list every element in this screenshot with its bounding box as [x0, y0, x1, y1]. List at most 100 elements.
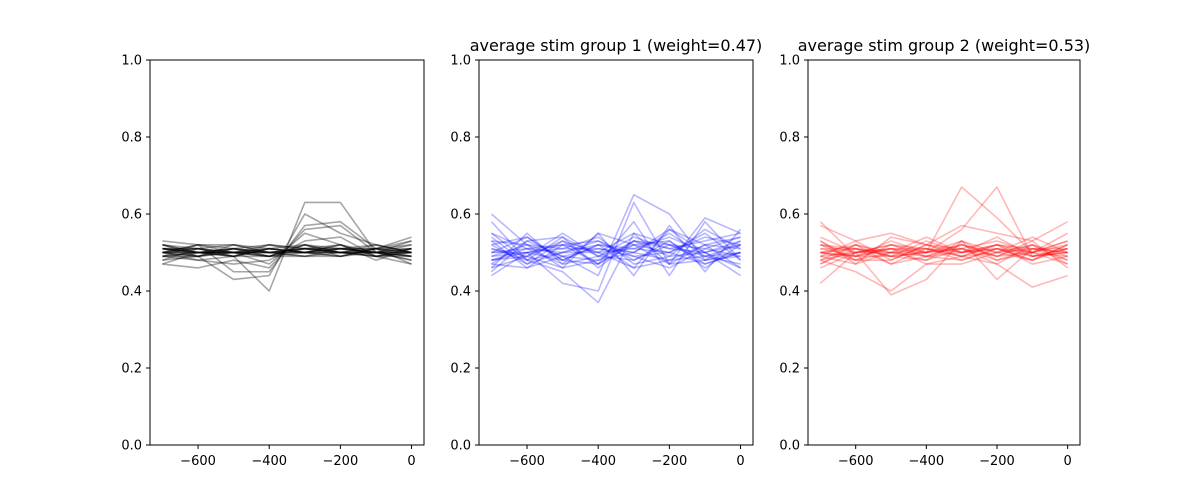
panel-3-y-tick-label: 0.4 [779, 285, 800, 300]
panel-3-x-tick-label: 0 [1063, 454, 1071, 469]
panel-2: average stim group 1 (weight=0.47) −600 −… [450, 36, 762, 469]
panel-2-x-tick-label: −400 [580, 454, 616, 469]
panel-2-y-tick-label: 0.2 [450, 362, 471, 377]
panel-1-series-line-21 [162, 247, 412, 265]
panel-2-series-line-12 [491, 236, 741, 269]
panel-1-series-line-16 [162, 240, 412, 258]
panel-2-series-line-21 [491, 232, 741, 269]
panel-1-series-line-19 [162, 244, 412, 258]
panel-2-x-tick-label: −200 [652, 454, 688, 469]
panel-3: average stim group 2 (weight=0.53) −600 −… [779, 36, 1090, 469]
panel-3-y-tick-label: 0.6 [779, 208, 800, 223]
panel-2-series-line-18 [491, 232, 742, 261]
panel-1-series-line-4 [162, 224, 412, 269]
panel-1-series-line-5 [162, 232, 412, 265]
panel-1-series-line-29 [162, 244, 412, 258]
panel-3-series-line-13 [820, 244, 1068, 265]
panel-2-x-tick-label: −600 [509, 454, 545, 469]
panel-1-series-line-27 [162, 244, 412, 261]
panel-2-series-line-25 [491, 240, 741, 265]
panel-2-series-line-19 [490, 240, 741, 269]
panel-3-series-line-16 [820, 232, 1069, 262]
panel-3-series-line-21 [819, 240, 1068, 262]
panel-2-series-line-22 [491, 236, 741, 265]
panel-3-series-line-4 [820, 255, 1068, 292]
panel-2-y-tick-label: 0.8 [450, 131, 471, 146]
panel-1-series-line-15 [162, 244, 412, 261]
panel-1-series-line-22 [162, 240, 412, 254]
panel-1-x-tick-label: −400 [251, 454, 287, 469]
panel-1-series-line-9 [162, 247, 412, 261]
panel-3-series-line-11 [820, 240, 1068, 262]
panel-2-series-line-9 [491, 232, 741, 269]
panel-1-series-line-24 [162, 244, 412, 258]
panel-1-series-line-20 [162, 244, 412, 258]
panel-2-y-tick-label: 0.6 [450, 208, 471, 223]
panel-3-x-tick-label: −600 [838, 454, 874, 469]
panel-1-series-line-10 [162, 247, 412, 258]
panel-3-series-line-9 [819, 240, 1068, 265]
panel-1-series-line-6 [162, 236, 412, 265]
panel-1-series-group [162, 201, 412, 292]
panel-1: −600 −400 −200 0 0.0 0.2 0.4 0.6 0.8 1.0 [121, 54, 425, 469]
panel-1-series-line-18 [162, 244, 412, 258]
panel-2-title: average stim group 1 (weight=0.47) [470, 36, 763, 55]
panel-1-series-line-11 [162, 244, 412, 258]
panel-2-series-line-14 [490, 236, 741, 269]
panel-1-series-line-12 [162, 247, 412, 258]
panel-3-axes-frame [807, 59, 1081, 446]
panel-2-series-line-4 [490, 224, 742, 277]
panel-1-series-line-30 [162, 247, 412, 258]
panel-1-x-tick-label: 0 [407, 454, 415, 469]
panel-1-series-line-3 [162, 220, 412, 273]
panel-2-series-line-24 [491, 244, 741, 269]
panel-1-series-line-26 [162, 244, 412, 258]
panel-1-axes-frame [149, 59, 425, 446]
panel-2-series-line-7 [491, 232, 741, 261]
panel-1-series-line-28 [162, 244, 412, 254]
panel-3-title: average stim group 2 (weight=0.53) [798, 36, 1091, 55]
panel-3-series-group [819, 186, 1069, 296]
panel-3-x-tick-label: −200 [979, 454, 1015, 469]
panel-3-series-line-8 [820, 244, 1068, 269]
panel-2-series-line-10 [491, 232, 741, 269]
panel-2-series-line-13 [490, 240, 741, 273]
panel-1-x-tick-label: −600 [180, 454, 216, 469]
panel-2-y-tick-label: 0.0 [450, 439, 471, 454]
panel-1-series-line-23 [162, 247, 412, 262]
panel-2-series-line-15 [491, 232, 741, 265]
panel-1-series-line-2 [162, 213, 412, 281]
panel-1-y-tick-label: 1.0 [121, 54, 142, 69]
panel-3-series-line-2 [820, 186, 1068, 258]
panel-2-axes-frame [478, 59, 754, 446]
panel-1-y-tick-label: 0.4 [121, 285, 142, 300]
panel-1-y-tick-label: 0.8 [121, 131, 142, 146]
panel-3-series-line-3 [819, 240, 1068, 296]
panel-3-y-tick-label: 0.2 [779, 362, 800, 377]
panel-2-series-line-2 [490, 221, 741, 304]
panel-1-series-line-13 [162, 244, 412, 258]
panel-2-series-line-23 [490, 232, 741, 265]
panel-3-series-line-17 [820, 236, 1068, 265]
panel-1-series-line-7 [162, 244, 412, 258]
panel-3-series-line-12 [820, 240, 1068, 265]
panel-1-series-line-17 [162, 244, 412, 258]
panel-3-series-line-18 [820, 240, 1068, 262]
panel-1-series-line-8 [162, 247, 412, 254]
panel-1-y-tick-label: 0.6 [121, 208, 142, 223]
panel-3-series-line-6 [820, 236, 1068, 262]
panel-2-x-tick-label: 0 [736, 454, 744, 469]
panel-1-y-tick-label: 0.2 [121, 362, 142, 377]
panel-2-series-line-11 [491, 228, 741, 265]
panel-3-series-line-24 [820, 247, 1068, 262]
panel-3-y-tick-label: 0.8 [779, 131, 800, 146]
panel-3-series-line-15 [820, 236, 1068, 265]
panel-2-series-line-8 [491, 232, 741, 265]
panel-3-series-line-25 [820, 247, 1068, 262]
panel-2-y-tick-label: 1.0 [450, 54, 471, 69]
panel-2-series-line-20 [491, 228, 741, 258]
panel-3-series-line-10 [820, 236, 1068, 262]
panel-2-series-line-16 [491, 240, 741, 269]
panel-1-series-line-1 [162, 201, 412, 292]
